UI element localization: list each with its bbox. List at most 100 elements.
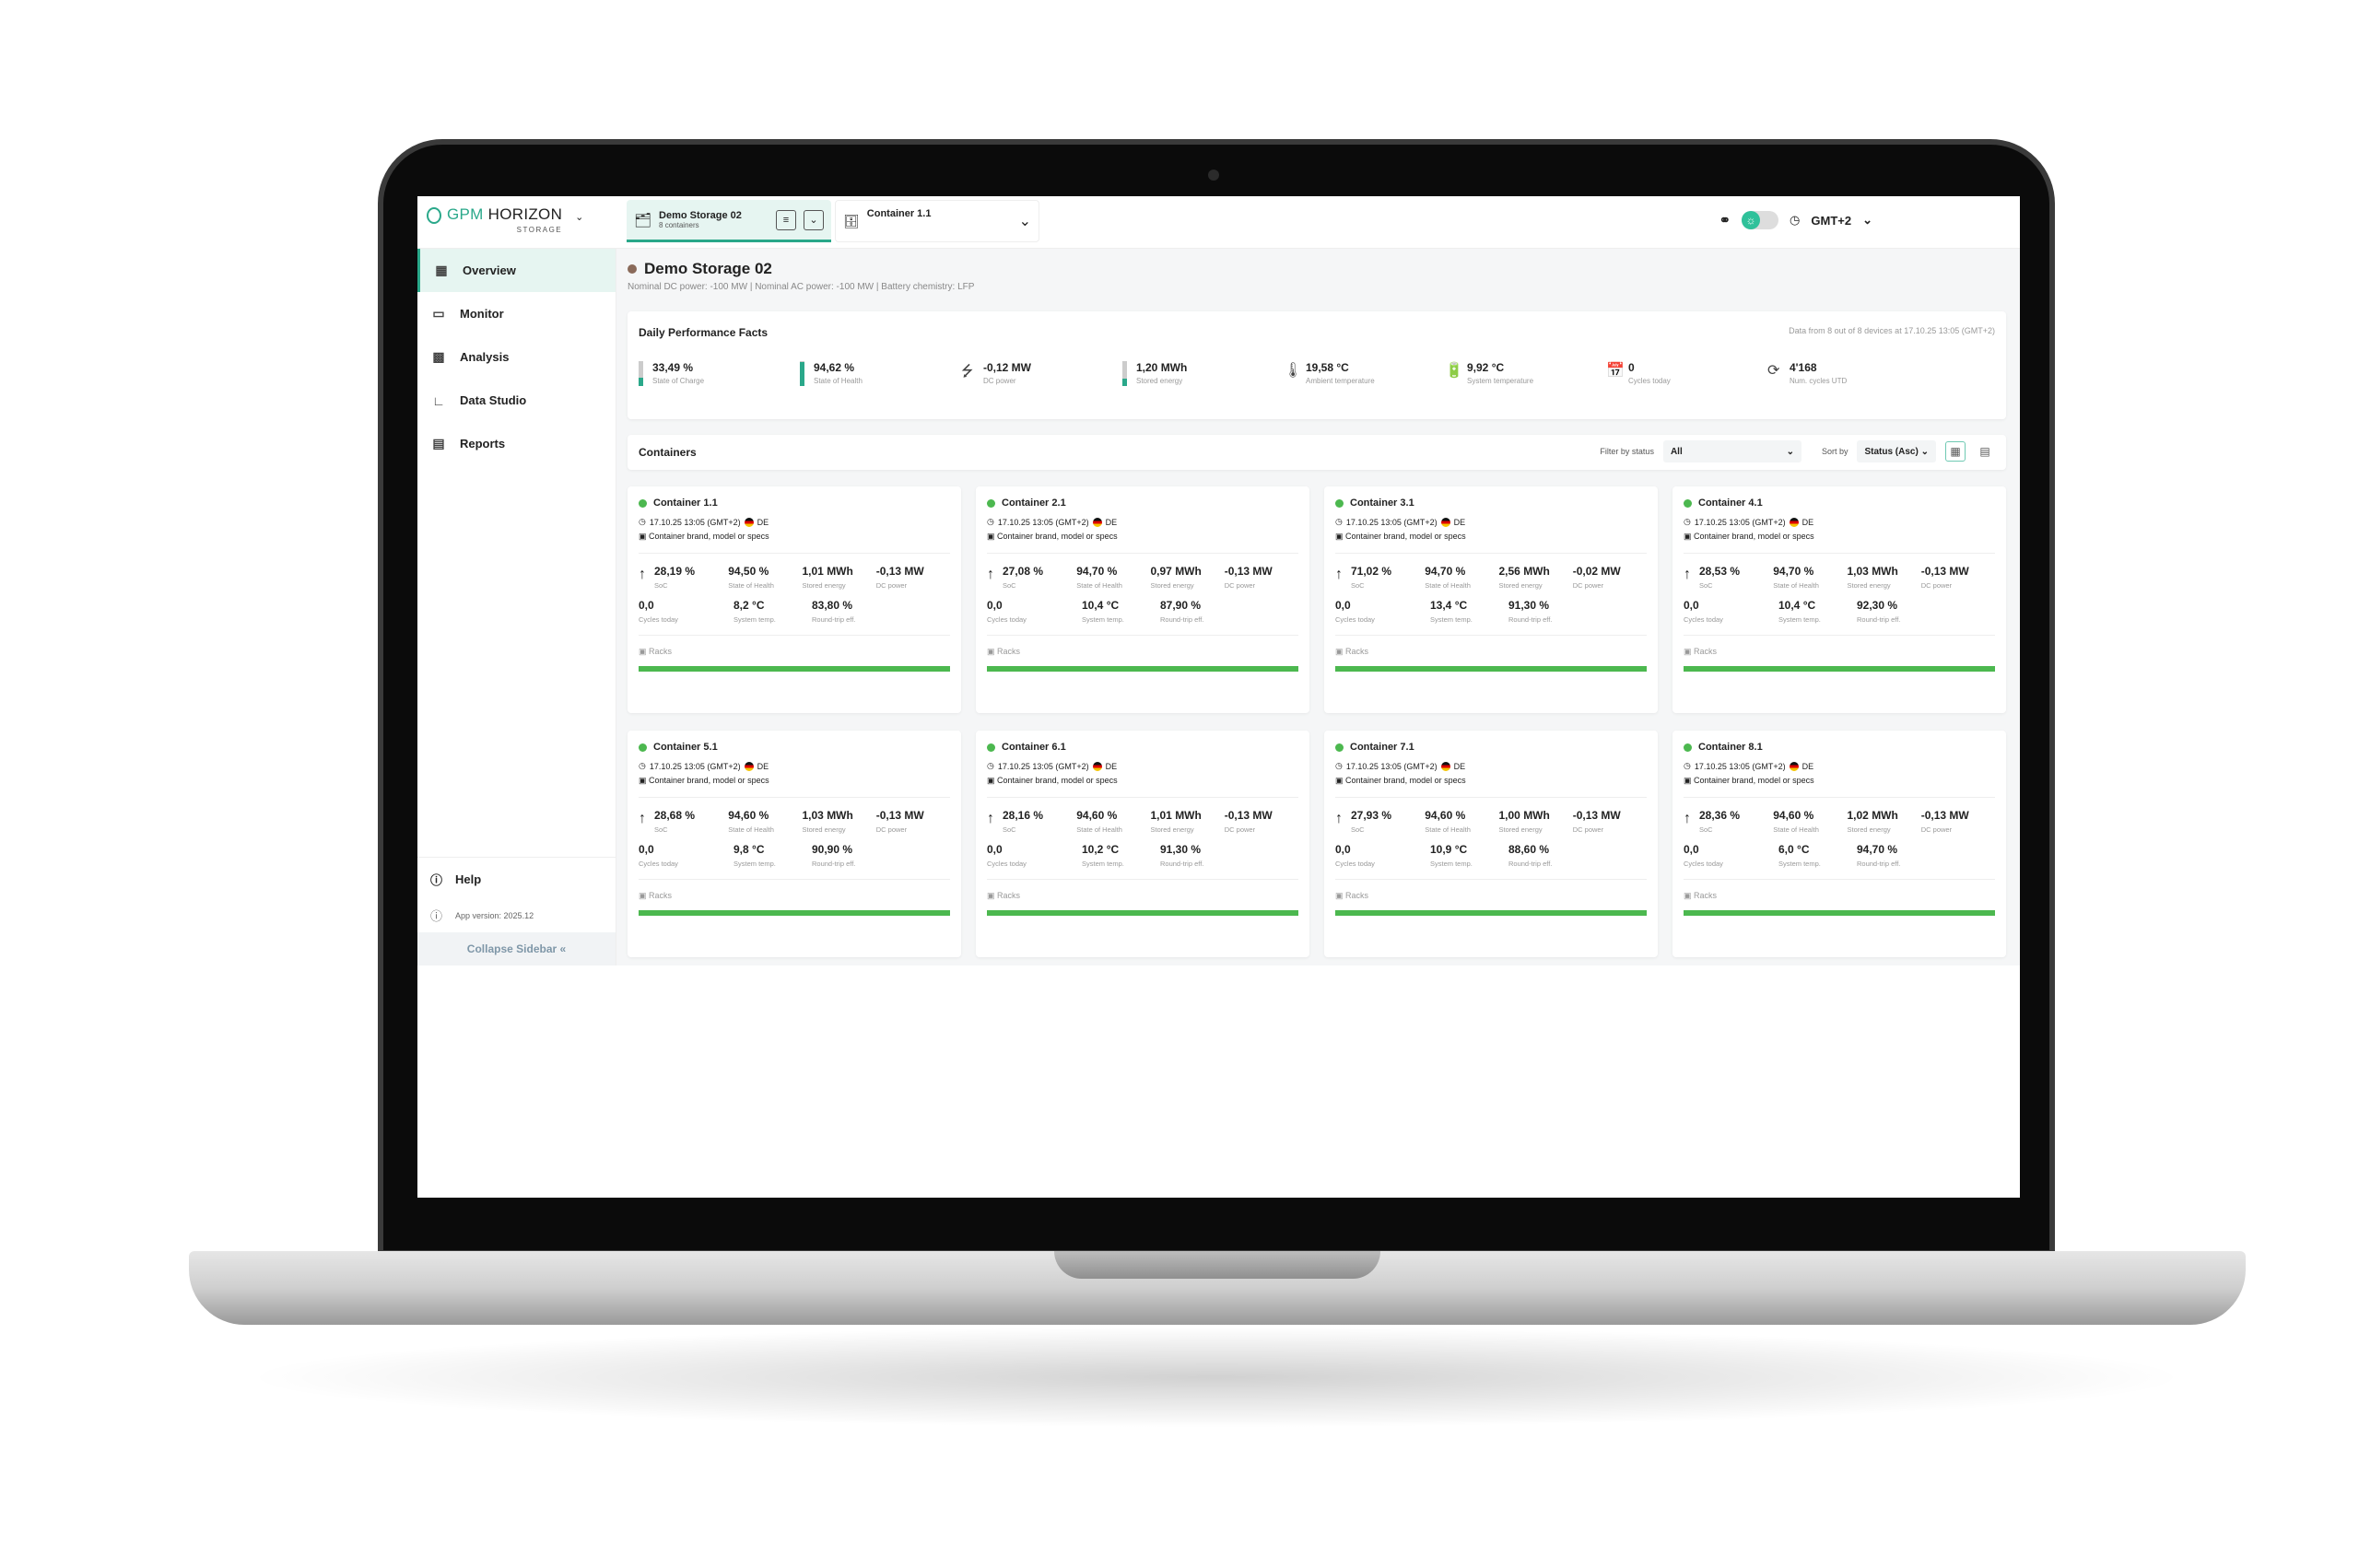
filter-status-select[interactable]: All ⌄: [1662, 440, 1802, 462]
chevron-down-icon[interactable]: ⌄: [575, 212, 584, 223]
container-card[interactable]: Container 4.1 ◷ 17.10.25 13:05 (GMT+2) DE …: [1672, 486, 2006, 713]
metric-value: 28,16 %: [1003, 809, 1044, 822]
color-blend-icon[interactable]: ⚭: [1719, 213, 1731, 228]
metric-value: 0,0: [1684, 843, 1699, 856]
grid-view-button[interactable]: ▦: [1945, 441, 1966, 462]
fact-value: 9,92 °C: [1467, 361, 1505, 374]
metric-value: 71,02 %: [1351, 565, 1392, 578]
metric-temp: 13,4 °C System temp.: [1430, 599, 1508, 624]
metric-rte: 94,70 % Round-trip eff.: [1857, 843, 1935, 868]
container-name[interactable]: Container 5.1: [653, 742, 718, 753]
container-name[interactable]: Container 7.1: [1350, 742, 1414, 753]
fact-value: 0: [1628, 361, 1635, 374]
tab-container[interactable]: 🗄 Container 1.1 ⌄: [835, 200, 1039, 242]
sidebar-item-analysis[interactable]: ▩ Analysis: [417, 335, 616, 379]
flag-de-icon: [1092, 761, 1102, 771]
divider: [1684, 553, 1995, 554]
sort-select[interactable]: Status (Asc) ⌄: [1857, 440, 1936, 462]
filter-button[interactable]: ≡: [776, 209, 796, 230]
metric-dc: -0,13 MW DC power: [1921, 809, 1995, 834]
metric-value: 0,0: [1335, 599, 1351, 612]
table-view-button[interactable]: ▤: [1979, 445, 1990, 458]
help-link[interactable]: ⓘ Help: [417, 858, 616, 888]
metric-label: DC power: [1920, 825, 1953, 834]
container-specs: Container brand, model or specs: [997, 532, 1118, 541]
metric-soh: 94,70 % State of Health: [1425, 565, 1498, 590]
clock-icon: ◷: [639, 761, 646, 770]
metric-value: 1,03 MWh: [1847, 565, 1898, 578]
status-dot: [639, 498, 647, 508]
sidebar-item-label: Analysis: [460, 350, 510, 364]
fact-value: 19,58 °C: [1306, 361, 1349, 374]
metric-label: Cycles today: [1684, 860, 1723, 868]
metric-label: DC power: [875, 581, 908, 590]
racks-icon: ▣: [639, 647, 647, 656]
container-card[interactable]: Container 5.1 ◷ 17.10.25 13:05 (GMT+2) DE …: [628, 731, 961, 957]
sidebar-item-monitor[interactable]: ▭ Monitor: [417, 292, 616, 335]
metric-value: 1,01 MWh: [1150, 809, 1202, 822]
divider: [987, 553, 1298, 554]
theme-toggle[interactable]: ☼: [1742, 211, 1779, 229]
metric-label: DC power: [875, 825, 908, 834]
chevron-down-icon[interactable]: ⌄: [1862, 213, 1872, 227]
performance-note: Data from 8 out of 8 devices at 17.10.25…: [1789, 326, 1995, 335]
container-name[interactable]: Container 2.1: [1002, 497, 1066, 509]
fact-value: 94,62 %: [814, 361, 855, 374]
timezone-select[interactable]: GMT+2: [1811, 213, 1852, 228]
status-dot: [1335, 743, 1344, 752]
fact-label: Ambient temperature: [1306, 377, 1375, 385]
monitor-icon: ▭: [432, 306, 445, 321]
container-card[interactable]: Container 6.1 ◷ 17.10.25 13:05 (GMT+2) DE …: [976, 731, 1309, 957]
fact-item: 🔋 9,92 °C System temperature: [1445, 361, 1606, 386]
arrow-up-icon: ↑: [639, 567, 646, 582]
metric-label: SoC: [654, 825, 668, 834]
metric-value: -0,13 MW: [875, 809, 924, 822]
tab-storage[interactable]: 🗂 Demo Storage 02 8 containers ≡ ⌄: [627, 200, 831, 242]
metric-cycles: 0,0 Cycles today: [987, 599, 1082, 624]
container-card[interactable]: Container 2.1 ◷ 17.10.25 13:05 (GMT+2) DE …: [976, 486, 1309, 713]
app-version: App version: 2025.12: [455, 910, 534, 920]
container-card[interactable]: Container 7.1 ◷ 17.10.25 13:05 (GMT+2) DE …: [1324, 731, 1658, 957]
sidebar-item-data-studio[interactable]: ∟ Data Studio: [417, 379, 616, 422]
sidebar-item-reports[interactable]: ▤ Reports: [417, 422, 616, 465]
container-card[interactable]: Container 1.1 ◷ 17.10.25 13:05 (GMT+2) DE …: [628, 486, 961, 713]
container-name[interactable]: Container 4.1: [1698, 497, 1763, 509]
brand-logo[interactable]: GPM HORIZON STORAGE ⌄: [427, 205, 583, 234]
metric-dc: -0,02 MW DC power: [1573, 565, 1647, 590]
container-name[interactable]: Container 3.1: [1350, 497, 1414, 509]
metric-value: 27,08 %: [1003, 565, 1044, 578]
sidebar-item-overview[interactable]: ▦ Overview: [417, 249, 616, 292]
metric-label: Round-trip eff.: [1160, 860, 1204, 868]
racks-icon: ▣: [639, 891, 647, 900]
container-name[interactable]: Container 1.1: [653, 497, 718, 509]
help-label: Help: [455, 872, 482, 886]
racks-icon: ▣: [1335, 647, 1344, 656]
metric-value: 94,50 %: [728, 565, 769, 578]
containers-grid: Container 1.1 ◷ 17.10.25 13:05 (GMT+2) DE …: [628, 486, 2006, 957]
metric-label: State of Health: [1425, 825, 1471, 834]
clock-icon: ◷: [1790, 213, 1801, 227]
flag-de-icon: [1440, 517, 1450, 527]
container-card[interactable]: Container 8.1 ◷ 17.10.25 13:05 (GMT+2) DE …: [1672, 731, 2006, 957]
divider: [1684, 879, 1995, 880]
racks-icon: ▣: [987, 891, 995, 900]
arrow-up-icon: ↑: [987, 811, 994, 826]
tab-storage-subtitle: 8 containers: [659, 221, 699, 229]
container-name[interactable]: Container 6.1: [1002, 742, 1066, 753]
main-content: Demo Storage 02 Nominal DC power: -100 M…: [616, 249, 2020, 965]
collapse-sidebar-button[interactable]: Collapse Sidebar «: [417, 932, 616, 965]
arrow-up-icon: ↑: [1684, 567, 1691, 582]
container-name[interactable]: Container 8.1: [1698, 742, 1763, 753]
country-code: DE: [1105, 517, 1118, 527]
chevron-down-button[interactable]: ⌄: [804, 209, 824, 230]
metric-label: Stored energy: [1150, 581, 1194, 590]
chevron-down-icon[interactable]: ⌄: [1018, 214, 1031, 229]
metric-rte: 91,30 % Round-trip eff.: [1160, 843, 1238, 868]
metric-label: Stored energy: [802, 581, 846, 590]
metric-label: Cycles today: [987, 860, 1027, 868]
sun-icon: ☼: [1742, 211, 1761, 229]
container-card[interactable]: Container 3.1 ◷ 17.10.25 13:05 (GMT+2) DE …: [1324, 486, 1658, 713]
container-icon: ▣: [1684, 532, 1692, 541]
sidebar-item-label: Monitor: [460, 307, 504, 321]
brand-accent: GPM: [447, 205, 484, 223]
